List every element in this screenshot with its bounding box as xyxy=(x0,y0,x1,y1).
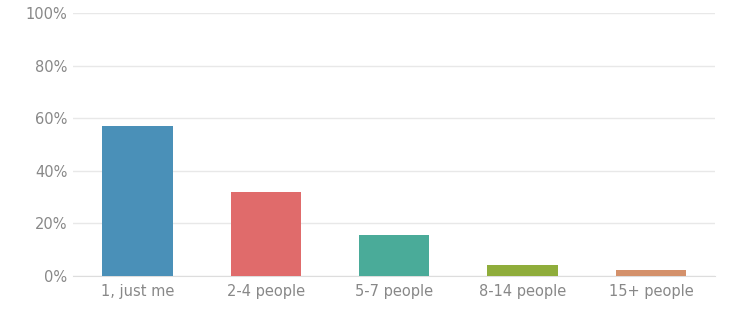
Bar xyxy=(359,235,429,276)
Bar xyxy=(487,265,558,276)
Bar xyxy=(615,270,686,276)
Bar xyxy=(231,192,301,276)
Bar xyxy=(102,126,173,276)
